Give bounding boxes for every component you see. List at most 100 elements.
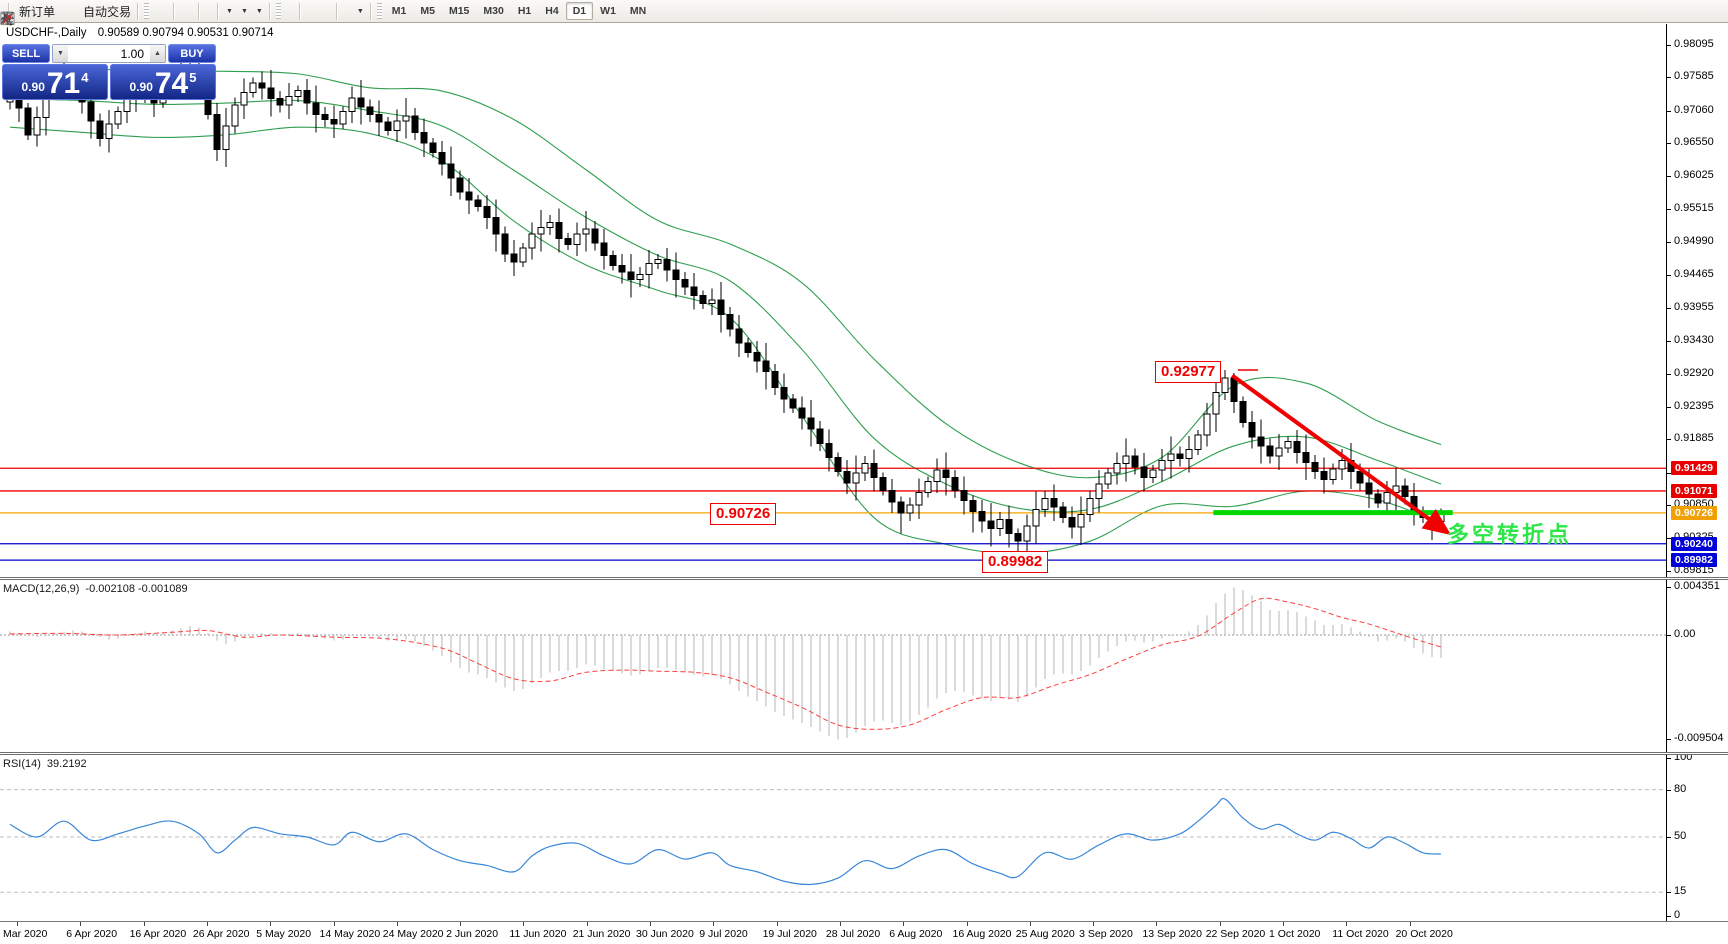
toolbar-separator bbox=[335, 2, 337, 20]
axis-tick bbox=[1667, 110, 1671, 112]
trendline-icon[interactable] bbox=[0, 1, 321, 25]
panel-separator[interactable] bbox=[0, 752, 1728, 755]
text-label-icon[interactable]: T bbox=[0, 1, 352, 24]
date-label: 5 May 2020 bbox=[256, 928, 312, 940]
price-axis-label: 0.94990 bbox=[1674, 235, 1714, 248]
toolbar-separator bbox=[8, 2, 9, 20]
channel-icon[interactable]: E bbox=[0, 1, 327, 26]
price-chart[interactable] bbox=[0, 24, 1666, 577]
bollinger-upper-band bbox=[9, 68, 1442, 479]
timeframe-button-d1[interactable]: D1 bbox=[565, 2, 594, 20]
timeframe-button-w1[interactable]: W1 bbox=[600, 5, 616, 17]
timeframe-button-h4[interactable]: H4 bbox=[545, 5, 559, 17]
rsi-panel[interactable] bbox=[0, 755, 1666, 921]
ask-price[interactable]: 0.90 74 5 bbox=[110, 64, 216, 100]
price-annotation-low[interactable]: 0.89982 bbox=[982, 551, 1049, 573]
axis-tick bbox=[1667, 837, 1671, 838]
date-tick bbox=[1283, 922, 1284, 926]
toolbar-drag-handle[interactable] bbox=[144, 3, 150, 19]
toolbar-separator bbox=[173, 2, 175, 20]
tile-windows-icon[interactable] bbox=[0, 1, 195, 26]
dropdown-caret-icon[interactable]: ▼ bbox=[356, 7, 364, 15]
timeframe-button-m30[interactable]: M30 bbox=[483, 5, 504, 17]
date-tick bbox=[206, 922, 208, 926]
toolbar-button-label: 新订单 bbox=[19, 4, 56, 19]
buy-button[interactable]: BUY bbox=[168, 44, 216, 63]
bid-price[interactable]: 0.90 71 4 bbox=[2, 64, 108, 100]
date-tick bbox=[1029, 922, 1031, 926]
date-label: 14 May 2020 bbox=[319, 928, 381, 940]
indicator-list-icon[interactable] bbox=[0, 1, 214, 26]
period-icon[interactable]: ▼ bbox=[1, 1, 251, 25]
price-annotation-peak[interactable]: 0.92977 bbox=[1155, 361, 1222, 383]
timeframe-button-m15[interactable]: M15 bbox=[448, 5, 470, 17]
timeframe-button-m5[interactable]: M5 bbox=[420, 5, 435, 17]
volume-decrease-button[interactable]: ▼ bbox=[53, 45, 68, 62]
horizontal-line-icon[interactable] bbox=[0, 1, 315, 21]
toolbar-separator bbox=[137, 2, 139, 20]
price-axis-label: 0.94465 bbox=[1674, 268, 1714, 281]
svg-text:F: F bbox=[9, 22, 13, 26]
rsi-label: RSI(14) 39.2192 bbox=[3, 758, 87, 770]
dropdown-caret-icon[interactable]: ▼ bbox=[240, 7, 248, 15]
axis-tick bbox=[1667, 472, 1671, 474]
crosshair-icon[interactable] bbox=[0, 1, 296, 26]
dropdown-caret-icon[interactable]: ▼ bbox=[255, 7, 263, 15]
volume-input[interactable] bbox=[68, 45, 150, 62]
date-tick bbox=[650, 922, 651, 926]
turning-point-text[interactable]: 多空转折点 bbox=[1447, 522, 1573, 547]
rsi-axis-label: 50 bbox=[1674, 830, 1687, 842]
date-label: 21 Jun 2020 bbox=[572, 928, 631, 940]
date-tick bbox=[396, 922, 398, 926]
date-tick bbox=[1156, 922, 1158, 926]
date-label: 19 Jul 2020 bbox=[762, 928, 817, 940]
toolbar-separator bbox=[198, 2, 200, 20]
price-annotation-support[interactable]: 0.90726 bbox=[710, 503, 777, 525]
text-icon[interactable]: A bbox=[3, 1, 346, 26]
timeframe-button-m1[interactable]: M1 bbox=[391, 5, 407, 17]
toolbar-drag-handle[interactable] bbox=[275, 3, 281, 19]
price-level-tag: 0.91071 bbox=[1671, 483, 1717, 498]
line-chart-type-icon[interactable] bbox=[0, 1, 170, 23]
timeframe-button-mn[interactable]: MN bbox=[629, 5, 647, 17]
price-axis-label: 0.96025 bbox=[1674, 169, 1714, 182]
date-label: 11 Oct 2020 bbox=[1332, 928, 1389, 940]
date-label: 2 Jun 2020 bbox=[446, 928, 499, 940]
axis-tick bbox=[1667, 635, 1671, 636]
fibonacci-icon[interactable]: F bbox=[1, 1, 333, 26]
date-axis[interactable]: Mar 2020 6 Apr 2020 16 Apr 2020 26 Apr 2020… bbox=[0, 921, 1728, 944]
axis-tick bbox=[1667, 341, 1671, 343]
date-tick bbox=[966, 922, 968, 926]
cursor-icon[interactable] bbox=[3, 1, 290, 25]
date-label: 20 Oct 2020 bbox=[1395, 928, 1453, 940]
date-tick bbox=[270, 922, 272, 926]
price-axis-label: 0.92920 bbox=[1674, 366, 1714, 379]
timeframe-button-h1[interactable]: H1 bbox=[517, 5, 532, 17]
rsi-axis-label: 80 bbox=[1674, 782, 1687, 795]
date-label: 16 Apr 2020 bbox=[129, 928, 187, 940]
price-axis-label: 0.95515 bbox=[1674, 201, 1714, 214]
price-axis-label: 0.93430 bbox=[1674, 334, 1714, 347]
sell-button[interactable]: SELL bbox=[2, 44, 50, 63]
rsi-axis-label: 0 bbox=[1674, 909, 1681, 921]
toolbar-drag-handle[interactable] bbox=[376, 3, 382, 19]
arrow-shapes-icon[interactable]: ▼ bbox=[2, 1, 367, 24]
add-indicator-icon[interactable]: ▼ bbox=[2, 1, 236, 24]
volume-increase-button[interactable]: ▲ bbox=[150, 45, 165, 62]
rsi-line bbox=[9, 797, 1442, 886]
price-axis[interactable]: 0.98095 0.97585 0.97060 0.96550 0.96025 0.955… bbox=[1666, 24, 1728, 921]
dropdown-caret-icon[interactable]: ▼ bbox=[226, 7, 233, 15]
date-label: 6 Apr 2020 bbox=[66, 928, 118, 940]
price-level-tag: 0.90240 bbox=[1671, 536, 1717, 551]
template-icon[interactable]: ▼ bbox=[0, 1, 266, 25]
date-label: 3 Sep 2020 bbox=[1079, 928, 1133, 940]
svg-text:E: E bbox=[9, 21, 13, 26]
panel-separator[interactable] bbox=[0, 577, 1728, 580]
new-order-button[interactable]: 新订单 bbox=[1, 1, 58, 25]
axis-tick bbox=[1667, 758, 1671, 759]
downtrend-arrow[interactable] bbox=[1231, 373, 1452, 536]
macd-panel[interactable] bbox=[0, 580, 1666, 752]
auto-trading-button[interactable]: 自动交易 bbox=[0, 1, 134, 24]
macd-label: MACD(12,26,9) -0.002108 -0.001089 bbox=[3, 583, 188, 595]
vertical-line-icon[interactable] bbox=[7, 1, 309, 26]
